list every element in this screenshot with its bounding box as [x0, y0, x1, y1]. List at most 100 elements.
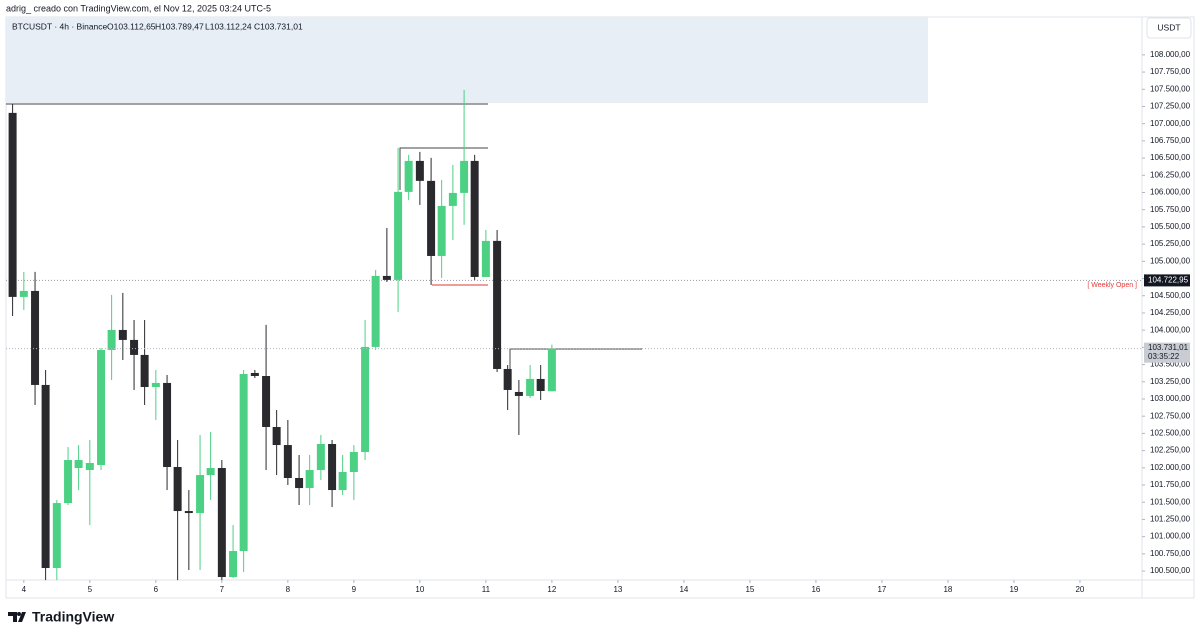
- candle-body: [97, 349, 106, 465]
- candle-body: [239, 374, 248, 552]
- x-tick-label: 20: [1075, 585, 1084, 594]
- candle-body: [493, 240, 502, 369]
- y-tick-label: 108.000,00: [1150, 50, 1191, 59]
- x-tick-label: 5: [88, 585, 93, 594]
- y-tick-label: 100.500,00: [1150, 566, 1191, 575]
- y-tick-label: 107.250,00: [1150, 102, 1191, 111]
- candle-body: [31, 290, 40, 385]
- candle-body: [272, 426, 281, 446]
- ohlc-low: L103.112,24: [205, 21, 252, 31]
- x-tick-label: 17: [877, 585, 886, 594]
- candle-body: [371, 275, 380, 347]
- candle-body: [151, 382, 160, 388]
- y-tick-label: 103.500,00: [1150, 360, 1191, 369]
- y-tick-label: 106.000,00: [1150, 188, 1191, 197]
- y-tick-label: 102.500,00: [1150, 429, 1191, 438]
- range-bracket: [399, 147, 488, 190]
- candle-body: [328, 443, 337, 491]
- y-tick-label: 107.750,00: [1150, 67, 1191, 76]
- candle-body: [206, 468, 215, 476]
- y-tick-label: 107.500,00: [1150, 84, 1191, 93]
- x-tick-label: 7: [220, 585, 225, 594]
- candle-body: [107, 329, 116, 350]
- y-tick-label: 104.250,00: [1150, 308, 1191, 317]
- currency[interactable]: USDT: [1157, 22, 1180, 32]
- candle-body: [394, 191, 403, 280]
- candle-body: [229, 551, 238, 578]
- ohlc-open: O103.112,65: [107, 21, 156, 31]
- y-tick-label: 103.250,00: [1150, 377, 1191, 386]
- y-tick-label: 101.750,00: [1150, 480, 1191, 489]
- candle-body: [361, 346, 370, 452]
- candle-body: [481, 240, 490, 277]
- price-badge: [1144, 342, 1190, 363]
- price-label: 103.731,01: [1148, 343, 1189, 352]
- candle-body: [196, 475, 205, 514]
- y-tick-label: 104.000,00: [1150, 325, 1191, 334]
- y-tick-label: 105.250,00: [1150, 239, 1191, 248]
- x-tick-label: 12: [547, 585, 556, 594]
- currency-button[interactable]: [1146, 17, 1192, 39]
- candle-body: [460, 160, 469, 193]
- ohlc-high: H103.789,47: [155, 21, 204, 31]
- candle-body: [8, 112, 17, 297]
- candle-body: [338, 472, 347, 491]
- x-tick-label: 4: [22, 585, 27, 594]
- x-tick-label: 14: [679, 585, 688, 594]
- candle-body: [415, 160, 424, 181]
- plot: 100.500,00 100.750,00 101.000,00 101.250,00…: [6, 50, 1191, 594]
- y-tick-label: 102.000,00: [1150, 463, 1191, 472]
- y-tick-label: 105.750,00: [1150, 205, 1191, 214]
- candle-body: [262, 375, 271, 427]
- candle-body: [52, 503, 61, 569]
- x-tick-label: 11: [482, 585, 491, 594]
- candle-body: [163, 382, 172, 467]
- y-tick-label: 106.500,00: [1150, 153, 1191, 162]
- y-tick-label: 106.250,00: [1150, 170, 1191, 179]
- x-tick-label: 10: [415, 585, 424, 594]
- x-tick-label: 13: [613, 585, 622, 594]
- logo-mark: [8, 612, 26, 622]
- candle-body: [173, 466, 182, 512]
- overlay: BTCUSDT · 4h · Binance O103.112,65 H103.…: [12, 17, 1192, 39]
- candle-body: [514, 391, 523, 396]
- weekly-open-label: 104.722,95: [1148, 276, 1189, 285]
- y-tick-label: 101.000,00: [1150, 532, 1191, 541]
- credit: adrig_ creado con TradingView.com, el No…: [6, 3, 271, 13]
- x-tick-label: 15: [745, 585, 754, 594]
- symbol: BTCUSDT · 4h · Binance: [12, 21, 108, 31]
- y-tick-label: 105.500,00: [1150, 222, 1191, 231]
- x-tick-label: 16: [811, 585, 820, 594]
- candle-body: [536, 378, 545, 392]
- weekly-open-badge: [1144, 274, 1190, 287]
- candle-body: [437, 205, 446, 256]
- weekly-open-text: [ Weekly Open ]: [1087, 282, 1137, 289]
- y-tick-label: 106.750,00: [1150, 136, 1191, 145]
- candle-body: [85, 462, 94, 471]
- x-tick-label: 6: [154, 585, 159, 594]
- y-tick-label: 103.000,00: [1150, 394, 1191, 403]
- x-tick-label: 19: [1009, 585, 1018, 594]
- candle-body: [19, 290, 28, 297]
- candle-body: [404, 160, 413, 192]
- supply-zone: [6, 17, 928, 103]
- candle-body: [74, 460, 83, 469]
- y-tick-label: 102.750,00: [1150, 411, 1191, 420]
- candle-body: [427, 180, 436, 256]
- countdown: 03:35:22: [1148, 352, 1180, 361]
- ohlc-close: C103.731,01: [254, 21, 303, 31]
- y-tick-label: 101.500,00: [1150, 497, 1191, 506]
- candle-body: [64, 460, 73, 504]
- x-tick-label: 18: [943, 585, 952, 594]
- candle-body: [382, 275, 391, 280]
- candle-body: [130, 339, 139, 355]
- y-tick-label: 107.000,00: [1150, 119, 1191, 128]
- brand-logo: TradingView: [8, 609, 114, 625]
- brand: TradingView: [32, 609, 114, 625]
- y-tick-label: 100.750,00: [1150, 549, 1191, 558]
- candle-body: [526, 378, 535, 396]
- y-tick-label: 101.250,00: [1150, 515, 1191, 524]
- candle-body: [184, 511, 193, 514]
- candle-body: [140, 354, 149, 388]
- x-tick-label: 8: [286, 585, 291, 594]
